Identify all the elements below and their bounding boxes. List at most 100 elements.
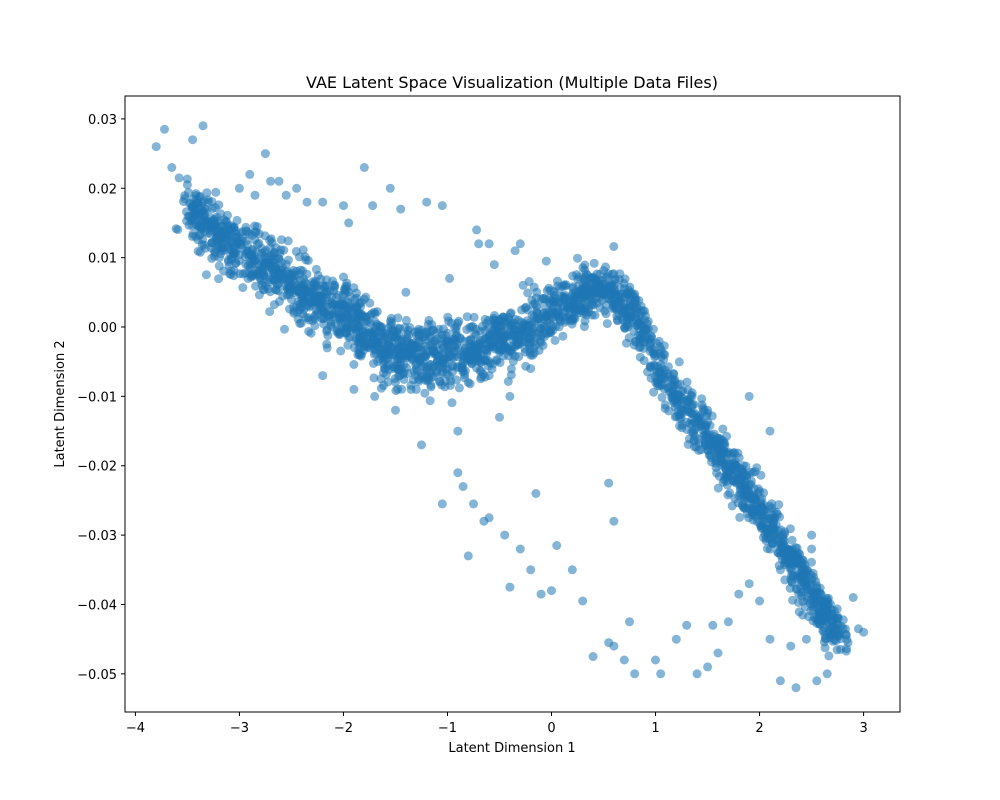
- scatter-point: [588, 652, 598, 661]
- scatter-point: [547, 586, 556, 596]
- scatter-point: [469, 312, 479, 322]
- scatter-point: [580, 316, 590, 326]
- scatter-point: [656, 669, 666, 679]
- scatter-point: [746, 476, 756, 486]
- scatter-point: [605, 290, 614, 300]
- scatter-point: [475, 357, 485, 367]
- scatter-point: [659, 374, 669, 384]
- scatter-point: [492, 356, 502, 366]
- scatter-point: [672, 397, 682, 407]
- scatter-point: [286, 294, 296, 304]
- scatter-point: [550, 336, 560, 345]
- scatter-point: [631, 337, 641, 346]
- scatter-point: [362, 342, 372, 352]
- scatter-point: [626, 312, 635, 322]
- scatter-point: [391, 386, 401, 396]
- scatter-point: [151, 142, 161, 152]
- scatter-point: [347, 325, 357, 334]
- scatter-point: [414, 375, 424, 385]
- x-tick-label: −3: [230, 721, 249, 736]
- scatter-point: [355, 350, 365, 360]
- scatter-point: [751, 495, 761, 505]
- scatter-point: [273, 280, 282, 290]
- scatter-point: [249, 251, 259, 260]
- scatter-point: [723, 617, 733, 627]
- scatter-point: [359, 294, 369, 304]
- scatter-point: [302, 269, 312, 279]
- scatter-point: [838, 624, 848, 634]
- scatter-point: [703, 405, 713, 415]
- scatter-point: [727, 501, 737, 511]
- x-axis-ticks: −4 −3 −2 −1 0 1 2 3: [126, 712, 868, 736]
- scatter-point: [608, 269, 617, 279]
- scatter-point: [744, 391, 754, 401]
- scatter-point: [497, 345, 507, 355]
- scatter-point: [638, 337, 648, 347]
- scatter-point: [780, 575, 790, 585]
- scatter-point: [787, 535, 797, 545]
- scatter-point: [808, 601, 818, 611]
- scatter-point: [463, 378, 473, 387]
- scatter-point: [349, 360, 359, 369]
- scatter-point: [341, 282, 350, 292]
- scatter-point: [462, 312, 472, 322]
- scatter-point: [733, 473, 742, 483]
- scatter-point: [369, 373, 379, 383]
- scatter-point: [529, 282, 539, 292]
- scatter-point: [836, 644, 846, 654]
- scatter-point: [515, 239, 525, 249]
- scatter-point: [645, 338, 655, 348]
- scatter-point: [620, 274, 630, 284]
- scatter-point: [277, 235, 286, 245]
- scatter-point: [373, 357, 383, 366]
- scatter-point: [765, 634, 775, 644]
- scatter-point: [404, 344, 414, 354]
- scatter-point: [495, 412, 504, 422]
- scatter-point: [625, 319, 635, 329]
- scatter-point: [194, 208, 204, 218]
- scatter-point: [383, 354, 393, 364]
- scatter-point: [219, 245, 229, 255]
- scatter-point: [506, 364, 516, 374]
- scatter-point: [376, 383, 386, 393]
- scatter-point: [435, 359, 445, 369]
- scatter-point: [713, 648, 723, 658]
- y-tick-label: 0.03: [88, 113, 117, 128]
- scatter-point: [752, 463, 762, 473]
- scatter-point: [453, 318, 463, 328]
- scatter-point: [391, 405, 400, 415]
- scatter-point: [811, 576, 821, 586]
- scatter-point: [302, 197, 312, 207]
- scatter-point: [640, 306, 649, 316]
- scatter-point: [484, 239, 494, 249]
- scatter-point: [652, 368, 662, 377]
- scatter-point: [395, 351, 405, 361]
- scatter-point: [420, 388, 430, 398]
- scatter-point: [208, 218, 218, 228]
- scatter-point: [255, 273, 265, 283]
- x-tick-label: −1: [438, 721, 457, 736]
- scatter-point: [786, 641, 796, 651]
- scatter-point: [248, 271, 258, 281]
- scatter-point: [683, 440, 693, 449]
- scatter-point: [645, 362, 655, 372]
- plot-area: [151, 121, 869, 693]
- scatter-point: [523, 288, 533, 298]
- scatter-point: [241, 259, 251, 269]
- y-tick-label: 0.01: [88, 252, 117, 267]
- scatter-point: [767, 499, 777, 509]
- scatter-point: [609, 641, 619, 651]
- scatter-point: [207, 253, 217, 263]
- scatter-point: [173, 225, 183, 235]
- scatter-point: [619, 655, 629, 665]
- scatter-point: [199, 240, 209, 250]
- scatter-point: [328, 276, 338, 286]
- scatter-point: [744, 579, 754, 589]
- scatter-point: [417, 440, 426, 450]
- scatter-point: [318, 371, 328, 381]
- scatter-point: [447, 398, 457, 408]
- scatter-point: [761, 525, 771, 535]
- scatter-point: [355, 334, 365, 344]
- scatter-point: [317, 281, 327, 291]
